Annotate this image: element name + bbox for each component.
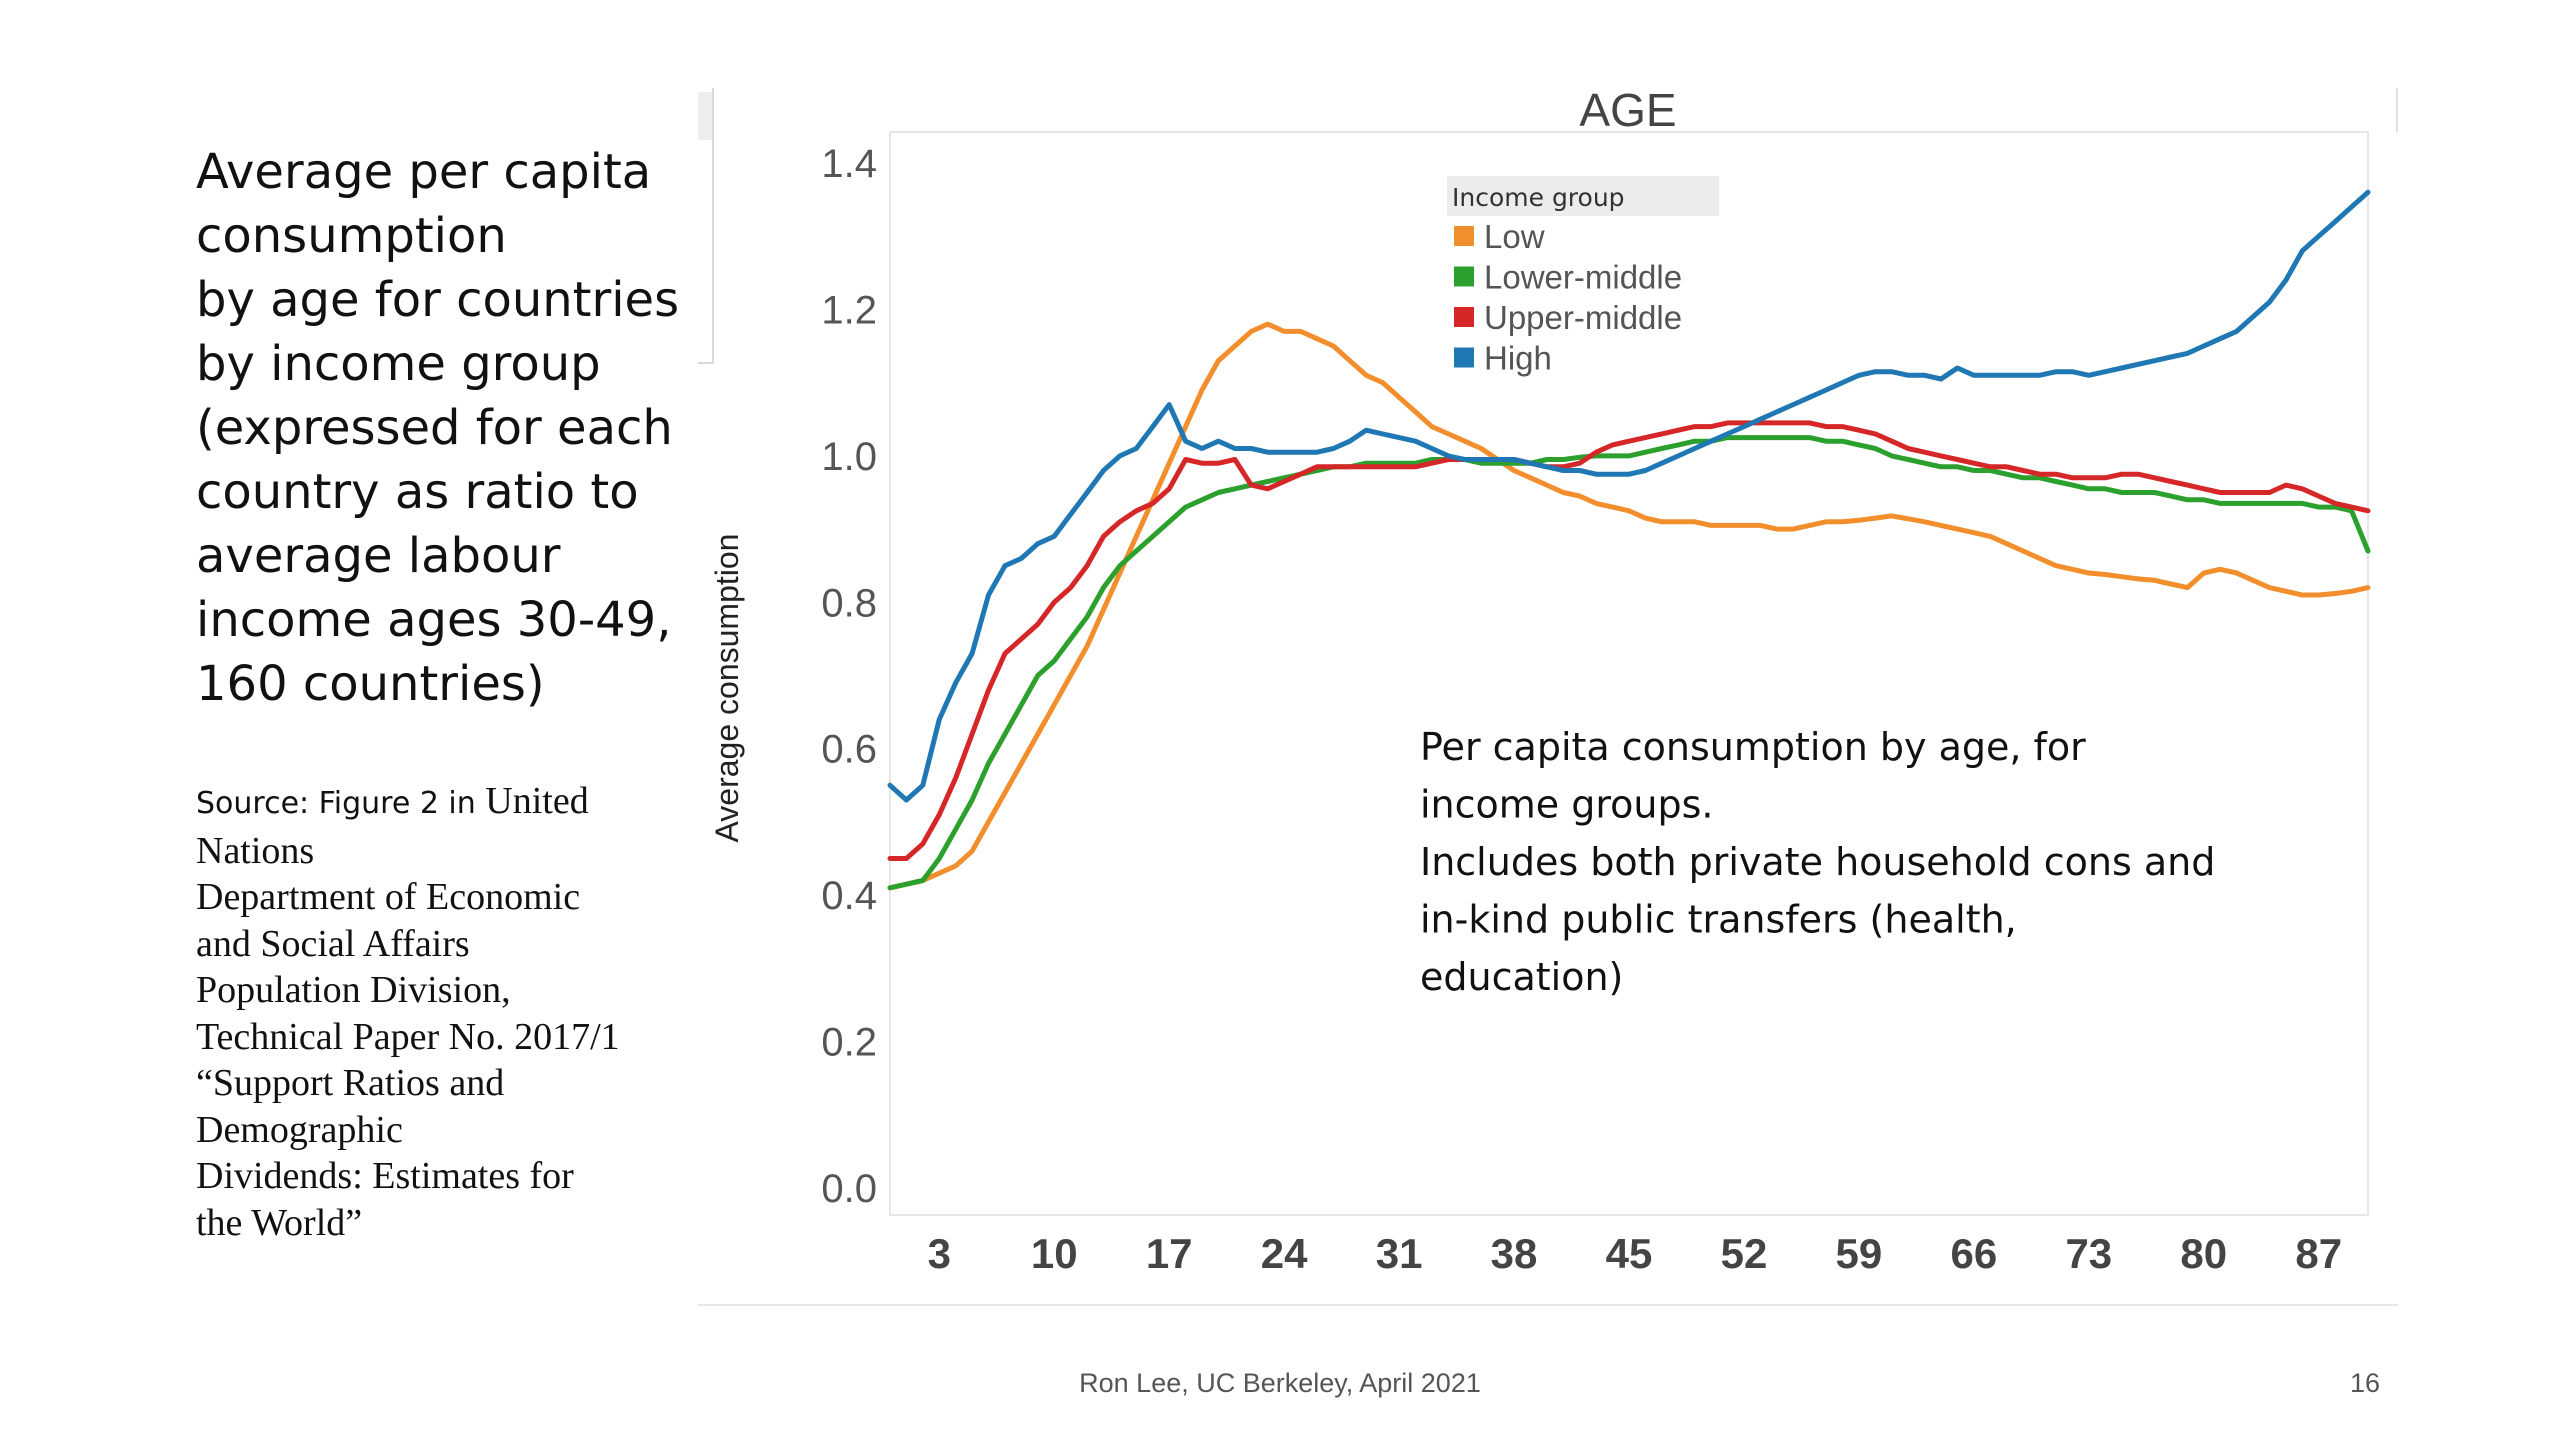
- y-tick-label: 0.2: [821, 1021, 877, 1065]
- legend-swatch-upper-middle: [1454, 307, 1474, 327]
- annotation-line: education): [1420, 955, 1623, 999]
- footer-text: Ron Lee, UC Berkeley, April 2021: [1079, 1368, 1481, 1398]
- series-lines: [887, 189, 2371, 891]
- x-tick-label: 73: [2065, 1230, 2112, 1277]
- series-line-lower-middle: [887, 435, 2371, 891]
- description-line: Average per capita: [196, 144, 652, 200]
- x-axis-ticks: 3 10 17 24 31 38 45 52 59 66 73 80 87: [928, 1230, 2343, 1277]
- source-first-line: Source: Figure 2 in United: [196, 778, 716, 828]
- plot-area: [889, 131, 2369, 1216]
- series-line-upper-middle: [887, 420, 2371, 861]
- bottom-divider: [698, 1304, 2398, 1306]
- description-line: (expressed for each: [196, 400, 673, 456]
- legend: Income group Low Lower-middleUpper-middle…: [1447, 176, 1719, 377]
- source-line: Dividends: Estimates for: [196, 1155, 574, 1197]
- right-divider: [2396, 88, 2398, 132]
- legend-swatch-high: [1454, 347, 1474, 368]
- x-tick-label: 80: [2180, 1230, 2227, 1277]
- chart-title: AGE: [1579, 84, 1676, 136]
- y-tick-label: 1.4: [821, 142, 877, 186]
- source-line: and Social Affairs: [196, 922, 470, 965]
- description-line: 160 countries): [196, 656, 545, 712]
- divider-handle: [698, 92, 712, 140]
- y-tick-label: 0.0: [821, 1167, 877, 1211]
- description-line: by income group: [196, 336, 601, 392]
- x-tick-label: 59: [1836, 1230, 1883, 1277]
- y-tick-label: 0.8: [821, 581, 877, 625]
- y-tick-label: 0.4: [821, 874, 877, 918]
- legend-title: Income group: [1452, 183, 1625, 212]
- annotation-line: income groups.: [1420, 783, 1714, 827]
- legend-swatch-low: [1454, 226, 1474, 246]
- source-line: Nations: [196, 829, 315, 872]
- legend-swatch-lower-middle: [1454, 266, 1474, 287]
- source-line: Technical Paper No. 2017/1: [196, 1015, 620, 1058]
- legend-item-upper-middle: Upper-middle: [1484, 299, 1682, 336]
- source-line: the World”: [196, 1201, 363, 1244]
- x-tick-label: 38: [1491, 1230, 1538, 1277]
- y-tick-label: 1.0: [821, 435, 877, 479]
- description-line: income ages 30-49,: [196, 592, 672, 648]
- source-citation: Source: Figure 2 in United Nations Depart…: [196, 778, 716, 1246]
- description-line: country as ratio to: [196, 464, 639, 520]
- description-line: consumption: [196, 208, 507, 264]
- chart-annotation: Per capita consumption by age, for income…: [1420, 725, 2215, 999]
- series-line-low: [887, 321, 2371, 891]
- source-line: Department of Economic: [196, 876, 581, 918]
- description-line: average labour: [196, 528, 561, 584]
- page-number: 16: [2349, 1368, 2380, 1398]
- annotation-line: Per capita consumption by age, for: [1420, 725, 2086, 769]
- description-line: by age for countries: [196, 272, 680, 328]
- slide-description: Average per capita consumption by age for …: [196, 140, 716, 716]
- x-tick-label: 45: [1606, 1230, 1653, 1277]
- annotation-line: Includes both private household cons and: [1420, 840, 2215, 884]
- legend-item-lower-middle: Lower-middle: [1484, 259, 1682, 296]
- x-tick-label: 66: [1951, 1230, 1998, 1277]
- series-line-high: [887, 189, 2371, 803]
- legend-item-low: Low: [1484, 218, 1545, 255]
- x-tick-label: 31: [1376, 1230, 1423, 1277]
- x-tick-label: 24: [1261, 1230, 1308, 1277]
- source-first-word: United: [485, 780, 589, 822]
- x-tick-label: 52: [1721, 1230, 1768, 1277]
- source-prefix: Source: Figure 2 in: [196, 786, 476, 821]
- annotation-line: in-kind public transfers (health,: [1420, 898, 2017, 942]
- y-axis-ticks: 0.0 0.2 0.4 0.6 0.8 1.0 1.2 1.4: [821, 142, 877, 1211]
- legend-title-bg: [1447, 176, 1719, 216]
- vertical-divider: [712, 88, 714, 363]
- y-axis-label: Average consumption: [709, 534, 745, 843]
- source-line: Demographic: [196, 1108, 403, 1151]
- x-tick-label: 10: [1031, 1230, 1078, 1277]
- legend-item-high: High: [1484, 340, 1552, 377]
- y-tick-label: 0.6: [821, 728, 877, 772]
- y-tick-label: 1.2: [821, 288, 877, 332]
- divider-tick: [698, 362, 714, 364]
- source-line: Population Division,: [196, 969, 511, 1011]
- x-tick-label: 17: [1146, 1230, 1193, 1277]
- x-tick-label: 87: [2295, 1230, 2342, 1277]
- source-line: “Support Ratios and: [196, 1062, 505, 1104]
- x-tick-label: 3: [928, 1230, 951, 1277]
